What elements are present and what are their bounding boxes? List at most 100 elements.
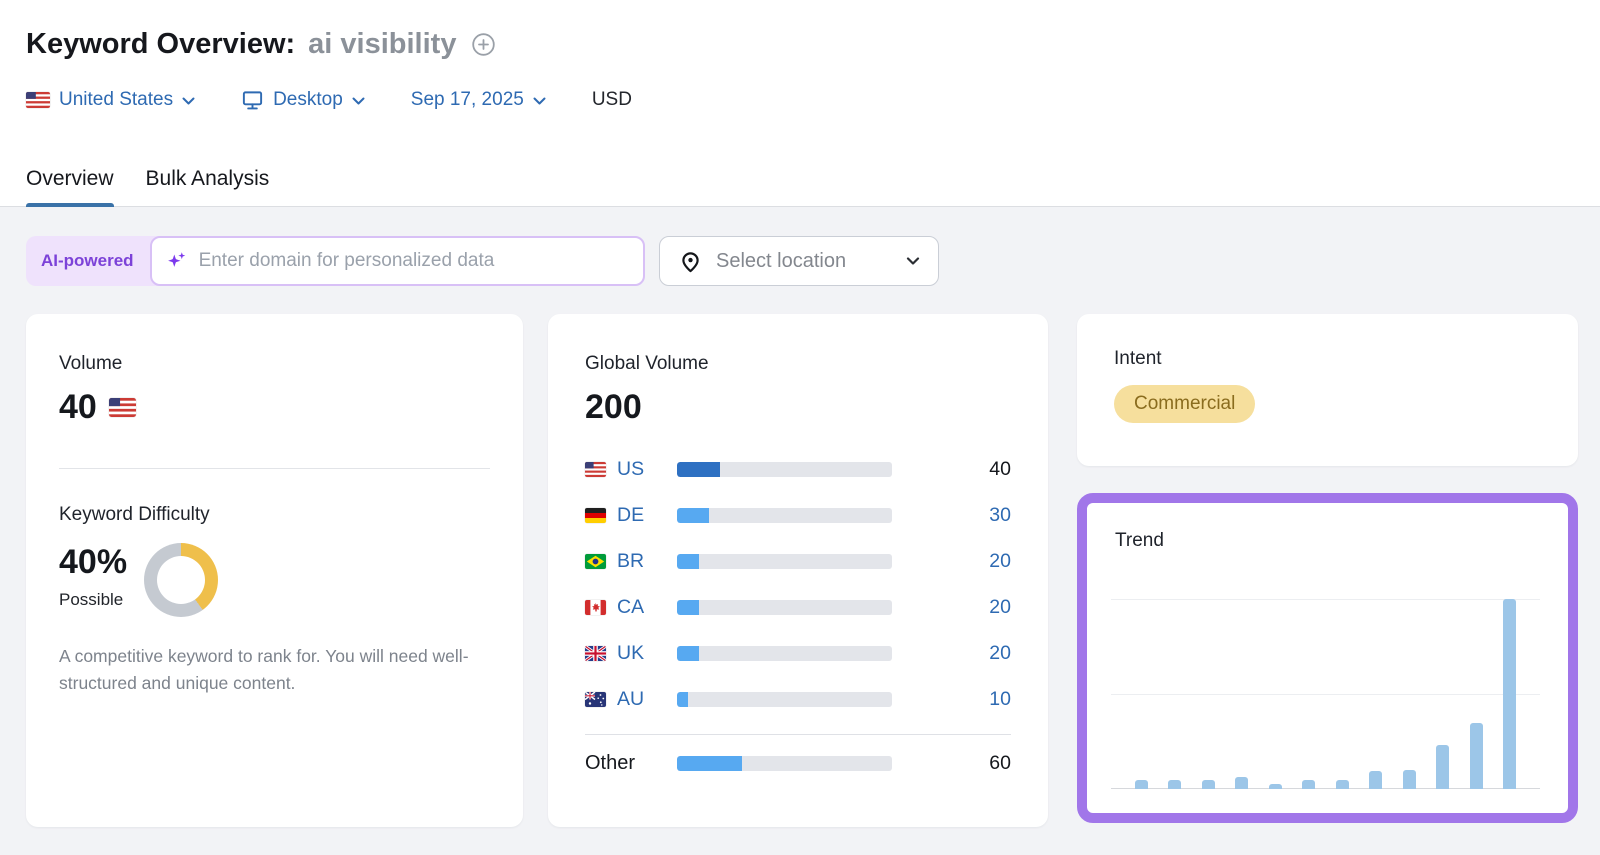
location-pin-icon	[682, 251, 699, 272]
country-row-uk: UK 20	[585, 630, 1011, 676]
volume-bar	[677, 691, 892, 707]
domain-input[interactable]	[198, 250, 630, 272]
trend-label: Trend	[1115, 530, 1164, 551]
kd-donut	[144, 543, 219, 617]
tab-bulk-analysis[interactable]: Bulk Analysis	[145, 167, 270, 190]
country-row-us: US 40	[585, 446, 1011, 492]
domain-input-wrapper	[149, 236, 645, 286]
country-code[interactable]: CA	[617, 595, 645, 618]
gridline	[1111, 694, 1540, 695]
metrics-cards-row: Volume 40 Keyword Difficulty 40% Possibl…	[26, 314, 1578, 827]
date-filter[interactable]: Sep 17, 2025	[411, 89, 546, 111]
date-filter-label: Sep 17, 2025	[410, 89, 524, 110]
monitor-icon	[242, 90, 263, 109]
page-title-keyword: ai visibility	[308, 27, 457, 60]
country-code[interactable]: UK	[617, 641, 645, 664]
intent-label: Intent	[1114, 348, 1162, 369]
trend-bar	[1369, 770, 1383, 789]
tab-overview[interactable]: Overview	[26, 166, 114, 207]
trend-bars	[1135, 599, 1516, 789]
volume-label: Volume	[59, 353, 123, 374]
main-content: AI-powered Select location Volume 40 Key…	[0, 207, 1600, 855]
sparkle-icon	[167, 252, 185, 267]
global-volume-card: Global Volume 200 US 40 DE 30 BR	[548, 314, 1048, 827]
page-title-label: Keyword Overview:	[26, 27, 296, 60]
trend-card-highlighted: Trend	[1077, 493, 1578, 823]
trend-bar	[1502, 599, 1516, 789]
kd-level: Possible	[59, 590, 124, 609]
other-volume: 60	[989, 751, 1011, 774]
personalization-toolbar: AI-powered Select location	[26, 236, 1578, 286]
page-header: Keyword Overview: ai visibility United S…	[0, 0, 1600, 114]
country-filter-label: United States	[59, 89, 174, 110]
trend-bar	[1402, 770, 1416, 789]
tab-bar: Overview Bulk Analysis	[0, 166, 1600, 207]
country-volume[interactable]: 20	[989, 595, 1011, 618]
other-label: Other	[585, 751, 636, 774]
de-flag-icon	[585, 507, 606, 523]
country-volume[interactable]: 20	[989, 641, 1011, 664]
kd-value: 40%	[59, 543, 128, 581]
volume-bar	[677, 755, 892, 771]
country-volume: 40	[989, 457, 1011, 480]
select-location-label: Select location	[716, 249, 847, 272]
trend-bar	[1201, 780, 1215, 789]
us-flag-icon	[26, 92, 50, 108]
country-row-br: BR 20	[585, 538, 1011, 584]
select-location-button[interactable]: Select location	[659, 236, 939, 286]
country-row-ca: CA 20	[585, 584, 1011, 630]
trend-bar	[1436, 745, 1450, 789]
ai-powered-badge: AI-powered	[41, 251, 134, 270]
device-filter[interactable]: Desktop	[241, 89, 365, 112]
other-row: Other 60	[585, 737, 1011, 789]
volume-value: 40	[59, 388, 97, 426]
trend-bar	[1335, 780, 1349, 789]
trend-bar	[1302, 780, 1316, 789]
country-row-au: AU 10	[585, 676, 1011, 722]
trend-bar	[1235, 776, 1249, 789]
device-filter-label: Desktop	[273, 89, 343, 110]
country-code[interactable]: AU	[617, 687, 645, 710]
kd-description: A competitive keyword to rank for. You w…	[59, 646, 469, 694]
trend-bar	[1135, 780, 1148, 789]
trend-bar	[1268, 784, 1282, 789]
country-volume[interactable]: 10	[989, 687, 1011, 710]
volume-card: Volume 40 Keyword Difficulty 40% Possibl…	[26, 314, 523, 827]
volume-bar	[677, 553, 892, 569]
global-volume-rows: US 40 DE 30 BR 20	[585, 446, 1011, 789]
trend-bar	[1469, 722, 1483, 789]
trend-bar	[1168, 780, 1182, 789]
other-divider	[585, 734, 1011, 735]
ca-flag-icon	[585, 599, 606, 615]
volume-bar	[677, 461, 892, 477]
us-flag-icon	[585, 461, 606, 477]
volume-bar	[677, 599, 892, 615]
country-code[interactable]: BR	[617, 549, 645, 572]
intent-card: Intent Commercial	[1077, 314, 1578, 466]
chart-baseline	[1111, 788, 1540, 789]
au-flag-icon	[585, 691, 606, 707]
trend-chart	[1111, 599, 1540, 789]
uk-flag-icon	[585, 645, 606, 661]
right-column: Intent Commercial Trend	[1077, 314, 1578, 823]
intent-badge: Commercial	[1114, 385, 1256, 423]
currency-label: USD	[591, 89, 632, 110]
us-flag-icon	[108, 397, 136, 417]
volume-bar	[677, 645, 892, 661]
country-volume[interactable]: 30	[989, 503, 1011, 526]
country-volume[interactable]: 20	[989, 549, 1011, 572]
volume-bar	[677, 507, 892, 523]
country-code[interactable]: US	[617, 457, 645, 480]
ai-powered-container: AI-powered	[26, 236, 645, 286]
br-flag-icon	[585, 553, 606, 569]
country-filter[interactable]: United States	[26, 89, 195, 111]
country-row-de: DE 30	[585, 492, 1011, 538]
global-volume-label: Global Volume	[585, 353, 709, 374]
plus-circle-icon[interactable]	[471, 32, 496, 57]
filters-row: United States Desktop Sep 17, 2025 USD	[26, 86, 1574, 114]
chevron-down-icon	[906, 256, 920, 265]
country-code[interactable]: DE	[617, 503, 645, 526]
kd-label: Keyword Difficulty	[59, 504, 210, 525]
card-divider	[59, 468, 490, 469]
page-title: Keyword Overview: ai visibility	[26, 24, 1574, 64]
